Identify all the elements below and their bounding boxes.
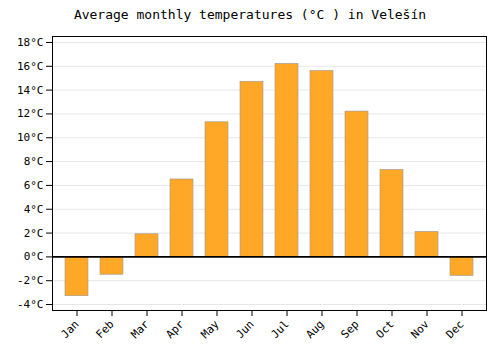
svg-text:-2°C: -2°C <box>17 274 44 287</box>
html-text:Average monthly temperatures (: Average monthly temperatures (°C ) in Ve… <box>73 7 427 22</box>
svg-text:16°C: 16°C <box>17 60 44 73</box>
svg-text:8°C: 8°C <box>24 155 44 168</box>
svg-text:6°C: 6°C <box>24 179 44 192</box>
svg-text:0°C: 0°C <box>24 250 44 263</box>
svg-text:14°C: 14°C <box>17 84 44 97</box>
svg-text:Oct: Oct <box>373 318 396 341</box>
svg-text:Sep: Sep <box>338 318 361 341</box>
svg-text:Apr: Apr <box>163 317 187 341</box>
svg-text:4°C: 4°C <box>24 203 44 216</box>
svg-text:Feb: Feb <box>93 318 116 341</box>
svg-text:Jun: Jun <box>233 318 256 341</box>
svg-text:May: May <box>198 317 222 341</box>
svg-text:2°C: 2°C <box>24 227 44 240</box>
svg-text:12°C: 12°C <box>17 107 44 120</box>
svg-text:-4°C: -4°C <box>17 298 44 311</box>
svg-text:Jan: Jan <box>58 318 81 341</box>
svg-text:Nov: Nov <box>408 317 432 341</box>
svg-text:Mar: Mar <box>128 317 152 341</box>
svg-text:10°C: 10°C <box>17 131 44 144</box>
svg-text:Dec: Dec <box>443 318 466 341</box>
svg-text:Jul: Jul <box>268 318 291 341</box>
svg-text:Aug: Aug <box>303 318 326 341</box>
svg-text:18°C: 18°C <box>17 36 44 49</box>
